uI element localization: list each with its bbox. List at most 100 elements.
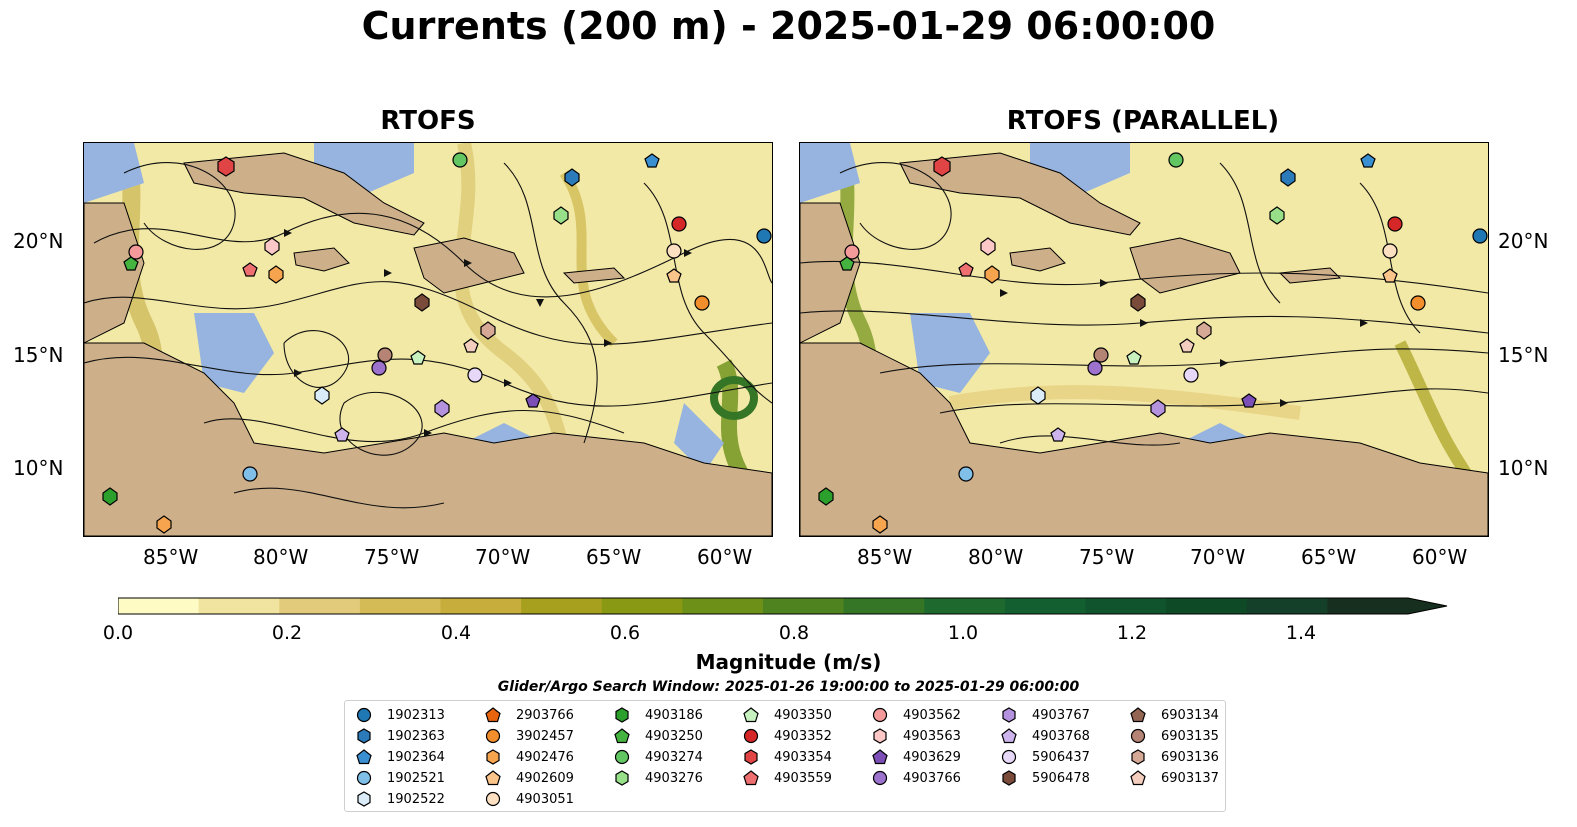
pentagon-marker-icon: [485, 770, 501, 786]
legend-item: 5906478: [1000, 768, 1090, 788]
colorbar-segment: [440, 598, 522, 614]
lon-tick-label: 60°W: [697, 545, 753, 569]
legend-item: 2903766: [484, 705, 574, 725]
legend-item-label: 4903352: [774, 728, 832, 744]
float-legend: 1902313 1902363 1902364 1902521 1902522 29037…: [344, 700, 1226, 812]
circle-marker-icon: [1130, 728, 1146, 744]
colorbar-segment: [763, 598, 845, 614]
legend-item: 6903134: [1129, 705, 1219, 725]
lat-tick-label: 15°N: [13, 343, 64, 367]
legend-item-label: 4903559: [774, 770, 832, 786]
legend-item: 4903562: [871, 705, 961, 725]
legend-item: 1902522: [355, 789, 445, 809]
legend-item-label: 4902609: [516, 770, 574, 786]
legend-item-label: 6903135: [1161, 728, 1219, 744]
pentagon-marker-icon: [1001, 728, 1017, 744]
circle-marker-icon: [743, 728, 759, 744]
colorbar-extend-arrow: [1408, 598, 1447, 614]
legend-item: 4902476: [484, 747, 574, 767]
lon-tick-label: 80°W: [968, 545, 1024, 569]
pentagon-marker-icon: [743, 707, 759, 723]
lon-tick-label: 75°W: [1079, 545, 1135, 569]
colorbar-tick-label: 1.0: [947, 622, 979, 644]
legend-item: 1902521: [355, 768, 445, 788]
hexagon-marker-icon: [873, 728, 887, 744]
lat-tick-label: 20°N: [13, 229, 64, 253]
legend-item-label: 5906478: [1032, 770, 1090, 786]
legend-item-label: 6903137: [1161, 770, 1219, 786]
colorbar: [117, 594, 1448, 618]
hexagon-marker-icon: [615, 770, 629, 786]
legend-item-label: 1902313: [387, 707, 445, 723]
lon-tick-label: 70°W: [475, 545, 531, 569]
hexagon-marker-icon: [1131, 749, 1145, 765]
legend-item-label: 4903766: [903, 770, 961, 786]
colorbar-segment: [1166, 598, 1248, 614]
legend-item: 5906437: [1000, 747, 1090, 767]
lon-tick-label: 80°W: [253, 545, 309, 569]
legend-item: 4903767: [1000, 705, 1090, 725]
lon-tick-label: 70°W: [1190, 545, 1246, 569]
legend-item: 4903274: [613, 747, 703, 767]
pentagon-marker-icon: [743, 770, 759, 786]
colorbar-tick-label: 0.2: [271, 622, 303, 644]
legend-item-label: 1902363: [387, 728, 445, 744]
map-panel-rtofs[interactable]: [83, 142, 773, 537]
colorbar-segment: [279, 598, 361, 614]
legend-item-label: 4902476: [516, 749, 574, 765]
legend-item-label: 4903274: [645, 749, 703, 765]
colorbar-tick-label: 0.0: [102, 622, 134, 644]
colorbar-segment: [601, 598, 683, 614]
colorbar-segment: [924, 598, 1006, 614]
legend-item-label: 4903767: [1032, 707, 1090, 723]
lat-tick-label: 20°N: [1498, 229, 1549, 253]
lon-tick-label: 60°W: [1412, 545, 1468, 569]
lon-tick-label: 75°W: [364, 545, 420, 569]
search-window-caption: Glider/Argo Search Window: 2025-01-26 19…: [497, 679, 1080, 695]
legend-item: 4903354: [742, 747, 832, 767]
colorbar-segment: [521, 598, 603, 614]
pentagon-marker-icon: [356, 749, 372, 765]
pentagon-marker-icon: [1130, 707, 1146, 723]
legend-item: 4903563: [871, 726, 961, 746]
lon-tick-label: 85°W: [857, 545, 913, 569]
colorbar-outline: [117, 597, 1448, 615]
legend-item: 6903136: [1129, 747, 1219, 767]
legend-item: 3902457: [484, 726, 574, 746]
lon-tick-label: 85°W: [143, 545, 199, 569]
map-canvas-rtofs: [84, 143, 772, 536]
hexagon-marker-icon: [615, 707, 629, 723]
pentagon-marker-icon: [614, 728, 630, 744]
legend-item-label: 6903134: [1161, 707, 1219, 723]
map-panel-rtofs-parallel[interactable]: [799, 142, 1489, 537]
circle-marker-icon: [872, 770, 888, 786]
legend-item-label: 4903276: [645, 770, 703, 786]
legend-item: 1902364: [355, 747, 445, 767]
pentagon-marker-icon: [872, 749, 888, 765]
colorbar-segment: [359, 598, 441, 614]
legend-item: 4903559: [742, 768, 832, 788]
lon-tick-label: 65°W: [586, 545, 642, 569]
legend-item: 6903135: [1129, 726, 1219, 746]
hexagon-marker-icon: [486, 749, 500, 765]
panel-title-rtofs-parallel: RTOFS (PARALLEL): [1006, 106, 1280, 136]
legend-item: 4903051: [484, 789, 574, 809]
colorbar-segment: [1327, 598, 1409, 614]
circle-marker-icon: [356, 770, 372, 786]
legend-item-label: 4903629: [903, 749, 961, 765]
hexagon-marker-icon: [1002, 770, 1016, 786]
hexagon-marker-icon: [1002, 707, 1016, 723]
circle-marker-icon: [356, 707, 372, 723]
colorbar-tick-label: 0.6: [609, 622, 641, 644]
colorbar-segment: [1085, 598, 1167, 614]
circle-marker-icon: [1001, 749, 1017, 765]
legend-item: 4902609: [484, 768, 574, 788]
colorbar-tick-label: 1.2: [1116, 622, 1148, 644]
legend-item: 4903766: [871, 768, 961, 788]
legend-item-label: 4903563: [903, 728, 961, 744]
circle-marker-icon: [614, 749, 630, 765]
circle-marker-icon: [485, 791, 501, 807]
pentagon-marker-icon: [1130, 770, 1146, 786]
legend-item: 1902313: [355, 705, 445, 725]
colorbar-tick-label: 0.4: [440, 622, 472, 644]
